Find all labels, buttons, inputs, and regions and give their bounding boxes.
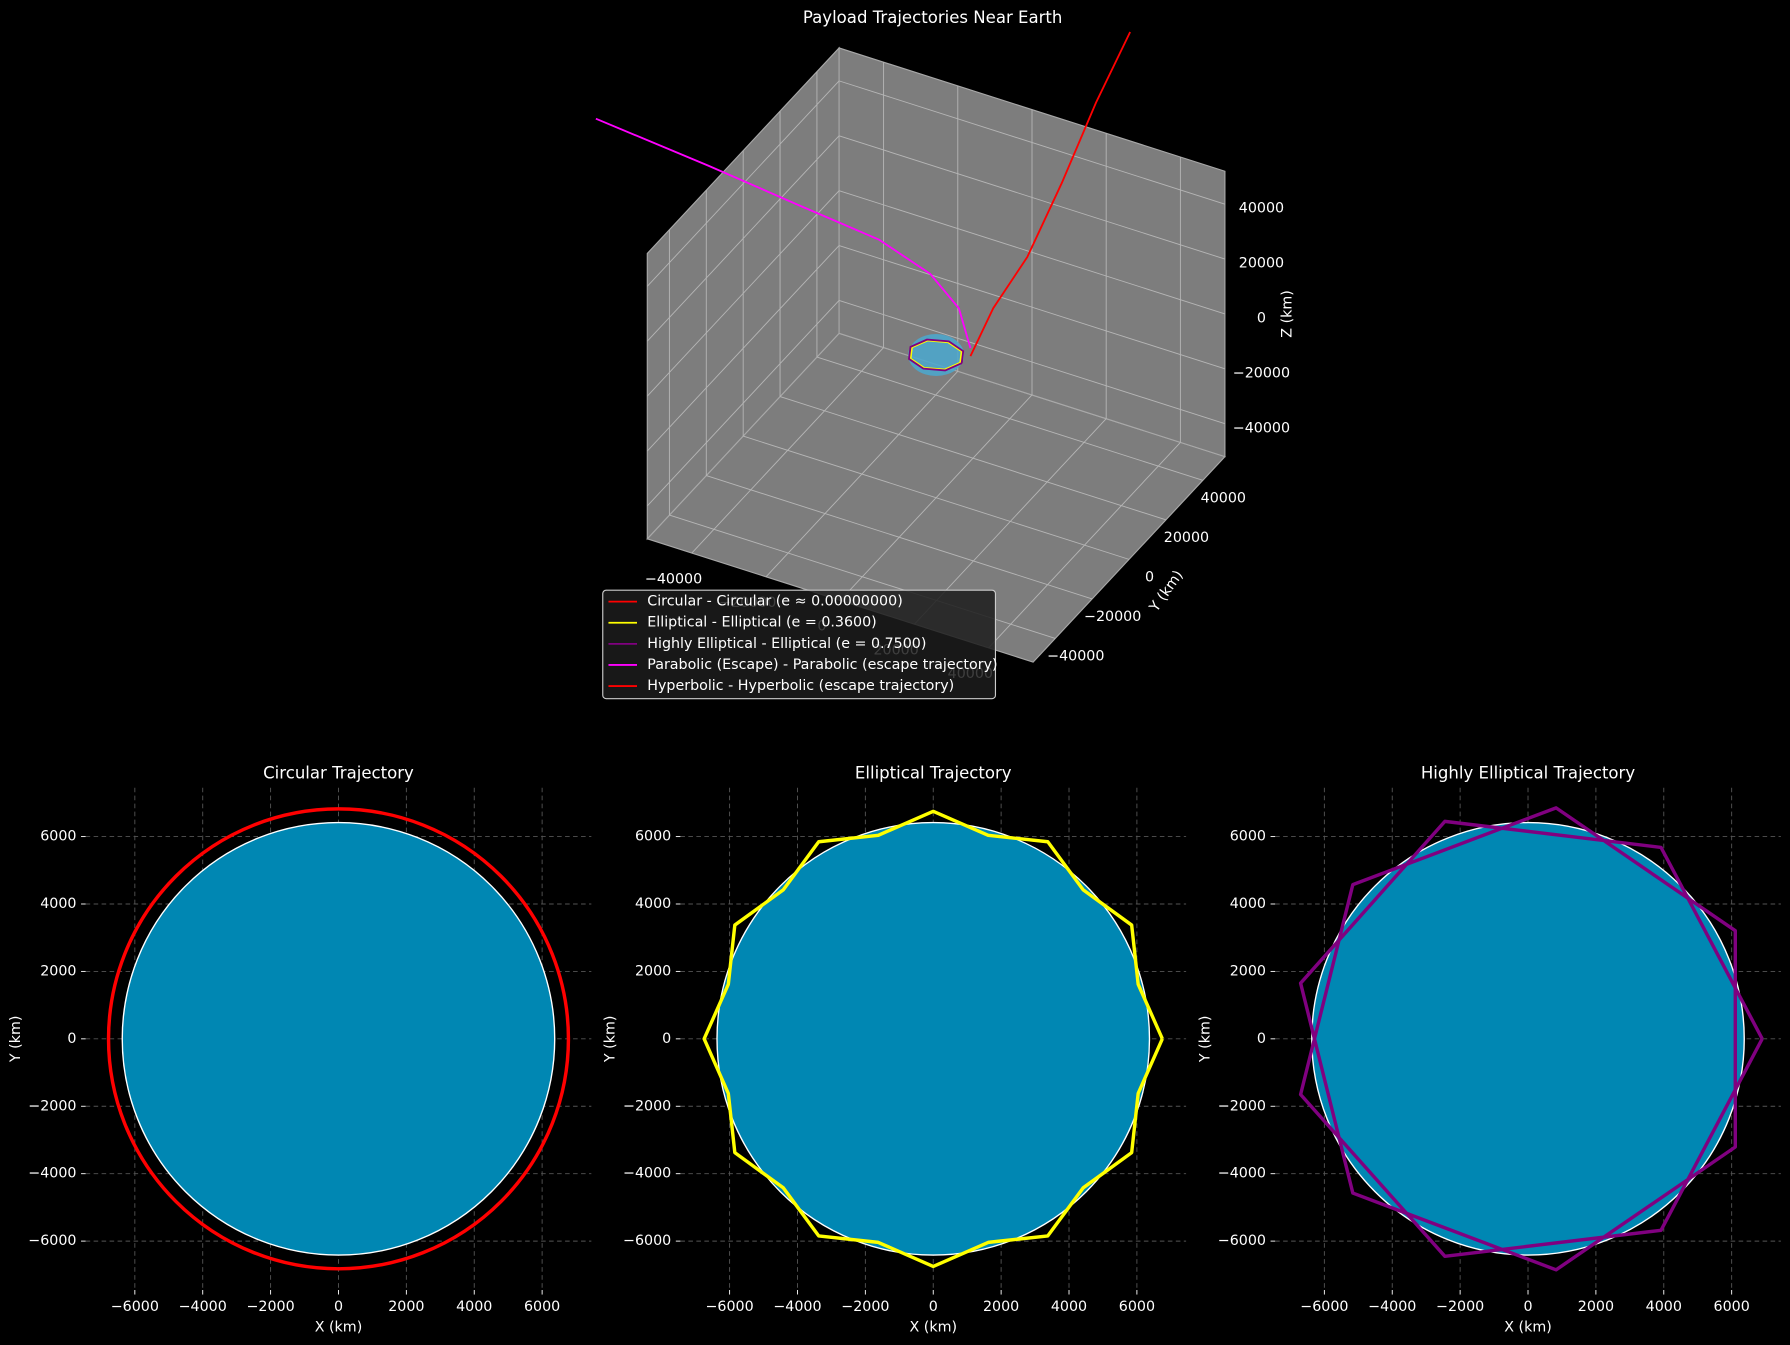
chart-2d: Highly Elliptical Trajectory −6000 −4000 −2… [1198, 763, 1781, 1336]
y-tick-label: 6000 [635, 829, 671, 845]
grid-line [646, 80, 840, 287]
earth [716, 821, 1151, 1256]
z-tick-label: 40000 [1239, 201, 1284, 217]
y-tick-label: −6000 [28, 1233, 76, 1249]
x-tick-label: 0 [1523, 1299, 1532, 1315]
chart-3d: Payload Trajectories Near Earth −40000 −20… [595, 8, 1296, 700]
x-axis-label: X (km) [909, 1320, 957, 1336]
x-tick-label: 6000 [524, 1299, 560, 1315]
y-tick-label: −2000 [28, 1098, 76, 1114]
x-tick-label: −6000 [705, 1299, 753, 1315]
grid-line [646, 190, 840, 397]
legend-label: Circular - Circular (e ≈ 0.00000000) [647, 594, 902, 610]
chart-title: Highly Elliptical Trajectory [1421, 763, 1636, 782]
grid-line [646, 300, 840, 507]
legend-label: Parabolic (Escape) - Parabolic (escape t… [647, 657, 997, 673]
y-tick-label: 2000 [40, 963, 76, 979]
earth [1311, 821, 1745, 1256]
y-tick-label: −4000 [623, 1166, 671, 1182]
x-tick-label: 6000 [1119, 1299, 1155, 1315]
grid-line [779, 396, 1167, 521]
y-tick-label: 40000 [1201, 491, 1246, 507]
orbit-line [106, 807, 571, 1271]
orbit-line [702, 809, 1164, 1269]
trajectory-line [969, 31, 1131, 357]
grid-line [838, 135, 1226, 260]
x-tick-label: −4000 [179, 1299, 227, 1315]
x-axis-label: X (km) [1504, 1320, 1552, 1336]
orbit-line [1298, 806, 1764, 1272]
legend-label: Elliptical - Elliptical (e = 0.3600) [647, 615, 876, 631]
z-tick-label: 20000 [1239, 256, 1284, 272]
x-tick-label: −6000 [111, 1299, 159, 1315]
y-tick-label: −2000 [623, 1098, 671, 1114]
y-tick-label: 0 [67, 1031, 76, 1047]
z-tick-label: 0 [1257, 311, 1266, 327]
y-tick-label: 0 [1257, 1031, 1266, 1047]
earth [121, 821, 556, 1256]
x-tick-label: −6000 [1300, 1299, 1348, 1315]
y-tick-label: −20000 [1084, 609, 1141, 625]
legend-label: Hyperbolic - Hyperbolic (escape trajecto… [647, 678, 954, 694]
x-axis-label: X (km) [315, 1320, 363, 1336]
y-tick-label: 4000 [635, 896, 671, 912]
trajectory-line [595, 117, 972, 349]
grid-line [838, 190, 1226, 315]
x-tick-label: 2000 [1578, 1299, 1614, 1315]
y-tick-label: 6000 [1230, 829, 1266, 845]
x-tick-label: 0 [334, 1299, 343, 1315]
grid-line [838, 80, 1226, 205]
chart-title: Circular Trajectory [263, 763, 414, 782]
y-tick-label: −6000 [1218, 1233, 1266, 1249]
x-tick-label: −4000 [1368, 1299, 1416, 1315]
x-tick-label: 2000 [388, 1299, 424, 1315]
chart-title: Payload Trajectories Near Earth [803, 8, 1063, 27]
y-tick-label: 4000 [1230, 896, 1266, 912]
trajectory-line [908, 338, 965, 372]
y-tick-label: −2000 [1218, 1098, 1266, 1114]
y-tick-label: −4000 [28, 1166, 76, 1182]
y-axis-label: Y (km) [1198, 1016, 1214, 1063]
y-tick-label: 2000 [635, 963, 671, 979]
x-tick-label: 0 [929, 1299, 938, 1315]
legend-box [602, 589, 997, 700]
y-axis-label: Y (km) [603, 1016, 619, 1064]
z-tick-label: −20000 [1233, 365, 1290, 381]
y-tick-label: −4000 [1218, 1166, 1266, 1182]
x-tick-label: 6000 [1714, 1299, 1750, 1315]
y-tick-label: −6000 [623, 1233, 671, 1249]
y-tick-label: 0 [1145, 570, 1154, 586]
grid-line [706, 475, 1093, 600]
x-tick-label: 4000 [456, 1299, 492, 1315]
grid-line [838, 299, 1226, 425]
x-tick-label: −2000 [246, 1299, 294, 1315]
z-tick-label: −40000 [1233, 420, 1290, 436]
chart-2d: Elliptical Trajectory −6000 −4000 −2000 0 200… [603, 763, 1187, 1336]
chart-2d: Circular Trajectory −6000 −4000 −2000 0 2000 4… [8, 763, 592, 1336]
y-tick-label: 0 [662, 1031, 671, 1047]
grid-line [816, 356, 1203, 481]
x-tick-label: −2000 [841, 1299, 889, 1315]
y-tick-label: 20000 [1164, 530, 1209, 546]
figure-content: Payload Trajectories Near Earth−40000−20… [8, 8, 1781, 1336]
x-tick-label: 4000 [1646, 1299, 1682, 1315]
y-tick-label: −40000 [1047, 649, 1104, 665]
x-tick-label: 2000 [983, 1299, 1019, 1315]
x-tick-label: −2000 [1436, 1299, 1484, 1315]
x-tick-label: 4000 [1051, 1299, 1087, 1315]
chart-title: Elliptical Trajectory [855, 763, 1012, 782]
grid-line [646, 135, 840, 342]
grid-line [646, 245, 840, 452]
grid-line [838, 245, 1226, 370]
y-tick-label: 6000 [40, 829, 76, 845]
legend-label: Highly Elliptical - Elliptical (e = 0.75… [647, 636, 926, 652]
grid-line [743, 435, 1130, 560]
y-tick-label: 4000 [40, 896, 76, 912]
y-tick-label: 2000 [1230, 963, 1266, 979]
z-axis-label: Z (km) [1280, 290, 1296, 338]
y-axis-label: Y (km) [8, 1016, 24, 1063]
x-tick-label: −4000 [773, 1299, 821, 1315]
x-tick-label: −40000 [645, 571, 702, 587]
